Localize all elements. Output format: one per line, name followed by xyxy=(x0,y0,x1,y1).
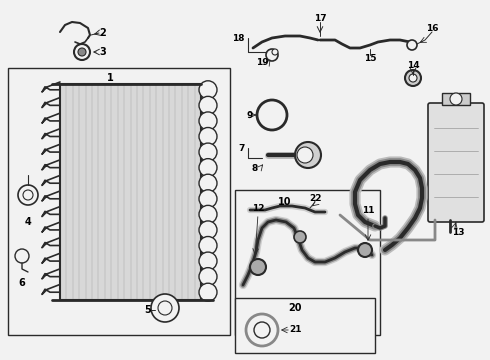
Bar xyxy=(8,68,230,335)
Circle shape xyxy=(15,249,29,263)
Text: 2: 2 xyxy=(99,28,106,38)
Circle shape xyxy=(450,93,462,105)
Circle shape xyxy=(199,252,217,270)
Circle shape xyxy=(294,231,306,243)
Text: 6: 6 xyxy=(19,278,25,288)
Circle shape xyxy=(199,283,217,301)
Circle shape xyxy=(199,143,217,161)
Bar xyxy=(235,190,380,335)
Circle shape xyxy=(74,44,90,60)
Circle shape xyxy=(407,40,417,50)
Circle shape xyxy=(18,185,38,205)
Circle shape xyxy=(23,190,33,200)
Circle shape xyxy=(272,49,278,55)
Circle shape xyxy=(266,49,278,61)
Circle shape xyxy=(199,267,217,285)
Circle shape xyxy=(199,112,217,130)
Circle shape xyxy=(199,174,217,192)
Circle shape xyxy=(199,205,217,223)
Circle shape xyxy=(199,221,217,239)
Text: 1: 1 xyxy=(107,73,113,83)
Text: 19: 19 xyxy=(256,58,269,67)
Circle shape xyxy=(257,100,287,130)
Circle shape xyxy=(409,74,417,82)
Text: 14: 14 xyxy=(407,60,419,69)
Text: 17: 17 xyxy=(314,14,326,23)
FancyBboxPatch shape xyxy=(428,103,484,222)
Circle shape xyxy=(199,127,217,145)
Text: 4: 4 xyxy=(24,217,31,227)
Circle shape xyxy=(405,70,421,86)
Polygon shape xyxy=(60,84,201,300)
Text: 7: 7 xyxy=(239,144,245,153)
Text: 15: 15 xyxy=(364,54,376,63)
Circle shape xyxy=(199,96,217,114)
Text: 18: 18 xyxy=(232,33,244,42)
Text: 13: 13 xyxy=(452,228,464,237)
Circle shape xyxy=(297,147,313,163)
Circle shape xyxy=(250,259,266,275)
Bar xyxy=(235,298,375,353)
Text: 9: 9 xyxy=(247,111,253,120)
Text: 3: 3 xyxy=(99,47,106,57)
Circle shape xyxy=(246,314,278,346)
Circle shape xyxy=(295,142,321,168)
Text: 16: 16 xyxy=(426,23,438,32)
Circle shape xyxy=(199,237,217,255)
Text: 10: 10 xyxy=(278,197,292,207)
Bar xyxy=(442,93,470,105)
Circle shape xyxy=(199,81,217,99)
Circle shape xyxy=(254,322,270,338)
Circle shape xyxy=(78,48,86,56)
Circle shape xyxy=(199,190,217,208)
Circle shape xyxy=(151,294,179,322)
Text: 5: 5 xyxy=(145,305,151,315)
Text: 11: 11 xyxy=(362,206,374,215)
Circle shape xyxy=(158,301,172,315)
Circle shape xyxy=(358,243,372,257)
Text: 12: 12 xyxy=(252,203,264,212)
Circle shape xyxy=(199,159,217,177)
Text: 20: 20 xyxy=(288,303,302,313)
Text: 22: 22 xyxy=(309,194,321,202)
Text: 8: 8 xyxy=(252,163,258,172)
Text: 21: 21 xyxy=(289,325,301,334)
